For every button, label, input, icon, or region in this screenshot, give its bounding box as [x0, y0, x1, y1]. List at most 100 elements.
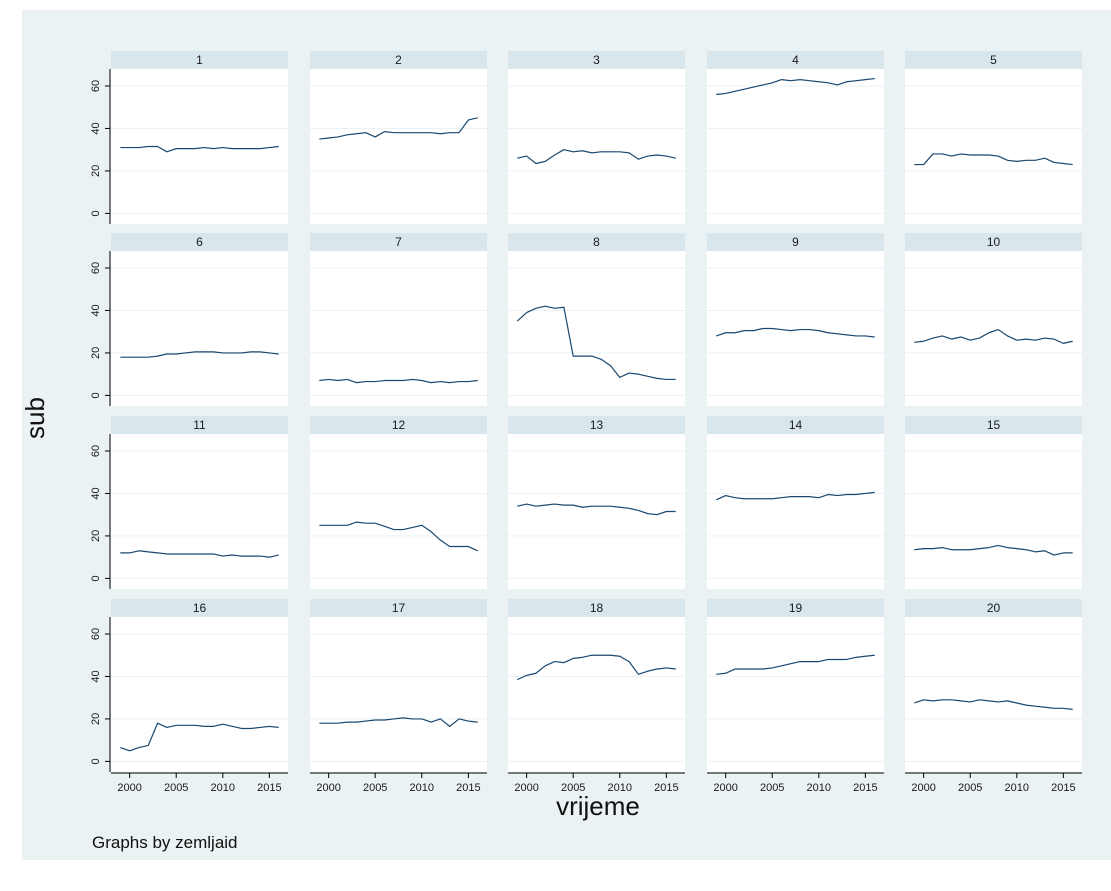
y-tick-label: 60 [90, 628, 102, 640]
panel-17: 17 2000 2005 2010 2015 [310, 599, 487, 794]
series-line-6 [120, 351, 279, 358]
series-line-17 [319, 717, 478, 727]
series-line-11 [120, 550, 279, 558]
x-tick-label: 2005 [363, 782, 387, 794]
series-line-14 [716, 491, 875, 501]
panel-strip [310, 416, 487, 434]
panel-19: 19 2000 2005 2010 2015 [707, 599, 884, 794]
panel-strip-label: 2 [395, 53, 402, 67]
series-line-4 [716, 77, 875, 96]
panel-strip [905, 51, 1082, 69]
panel-strip [310, 51, 487, 69]
x-tick-label: 2015 [456, 782, 480, 794]
panel-15: 15 [905, 416, 1082, 589]
panel-strip [707, 233, 884, 251]
x-tick-label: 2000 [514, 782, 538, 794]
plot-area [310, 617, 487, 772]
panel-3: 3 [508, 51, 685, 224]
panel-strip [111, 51, 288, 69]
panel-13: 13 [508, 416, 685, 589]
panel-strip [707, 416, 884, 434]
panel-strip [707, 51, 884, 69]
x-tick-label: 2005 [760, 782, 784, 794]
series-line-13 [517, 503, 676, 516]
panel-strip-label: 13 [590, 418, 604, 432]
y-tick-label: 40 [90, 122, 102, 134]
plot-area [707, 251, 884, 406]
panel-strip-label: 11 [193, 418, 206, 432]
x-tick-label: 2015 [853, 782, 877, 794]
panel-16: 16 0 20 40 60 2000 2005 2010 2015 [90, 599, 288, 794]
y-tick-label: 0 [90, 758, 102, 764]
y-tick-label: 40 [90, 487, 102, 499]
panel-strip-label: 8 [593, 235, 600, 249]
y-tick-label: 20 [90, 165, 102, 177]
panel-strip [905, 416, 1082, 434]
x-tick-label: 2000 [713, 782, 737, 794]
panel-strip [111, 599, 288, 617]
panel-strip-label: 6 [196, 235, 203, 249]
plot-area [905, 251, 1082, 406]
y-tick-label: 20 [90, 530, 102, 542]
panel-strip-label: 10 [987, 235, 1001, 249]
plot-area [508, 69, 685, 224]
x-tick-label: 2000 [911, 782, 935, 794]
panel-strip [707, 599, 884, 617]
series-line-16 [120, 722, 279, 752]
plot-area [508, 251, 685, 406]
y-axis-title: sub [20, 397, 50, 439]
panel-strip-label: 17 [392, 601, 406, 615]
panel-strip-label: 5 [990, 53, 997, 67]
y-tick-label: 60 [90, 80, 102, 92]
series-line-8 [516, 305, 676, 381]
series-line-5 [914, 153, 1073, 166]
panel-strip [905, 233, 1082, 251]
panel-strip [508, 51, 685, 69]
panel-strip-label: 14 [789, 418, 803, 432]
series-line-15 [914, 544, 1073, 556]
y-tick-label: 40 [90, 670, 102, 682]
panel-strip [508, 233, 685, 251]
x-tick-label: 2015 [654, 782, 678, 794]
y-tick-label: 20 [90, 347, 102, 359]
panel-1: 1 0 20 40 60 [90, 51, 288, 224]
x-tick-label: 2005 [958, 782, 982, 794]
panel-strip-label: 7 [395, 235, 402, 249]
panel-strip [508, 416, 685, 434]
plot-area [111, 617, 288, 772]
plot-area [707, 69, 884, 224]
x-tick-label: 2015 [257, 782, 281, 794]
series-line-7 [319, 378, 478, 384]
panel-strip [508, 599, 685, 617]
x-tick-label: 2015 [1051, 782, 1075, 794]
x-axis-title: vrijeme [556, 791, 640, 821]
y-tick-label: 0 [90, 392, 102, 398]
panel-strip-label: 16 [193, 601, 207, 615]
series-line-19 [716, 654, 875, 675]
panel-8: 8 [508, 233, 685, 406]
series-line-10 [914, 328, 1073, 344]
series-line-20 [914, 699, 1073, 710]
panel-20: 20 2000 2005 2010 2015 [905, 599, 1082, 794]
x-tick-label: 2000 [316, 782, 340, 794]
panel-strip [310, 233, 487, 251]
x-tick-label: 2010 [211, 782, 235, 794]
y-tick-label: 40 [90, 304, 102, 316]
plot-area [310, 251, 487, 406]
panel-11: 11 0 20 40 60 [90, 416, 288, 589]
panel-2: 2 [310, 51, 487, 224]
panel-strip-label: 1 [196, 53, 203, 67]
plot-area [111, 69, 288, 224]
x-tick-label: 2010 [807, 782, 831, 794]
panel-strip [111, 416, 288, 434]
plot-area [905, 617, 1082, 772]
panel-strip-label: 4 [792, 53, 799, 67]
y-tick-label: 0 [90, 210, 102, 216]
panel-strip-label: 15 [987, 418, 1001, 432]
plot-area [310, 434, 487, 589]
y-tick-label: 20 [90, 713, 102, 725]
series-line-1 [120, 145, 279, 153]
x-tick-label: 2000 [117, 782, 141, 794]
